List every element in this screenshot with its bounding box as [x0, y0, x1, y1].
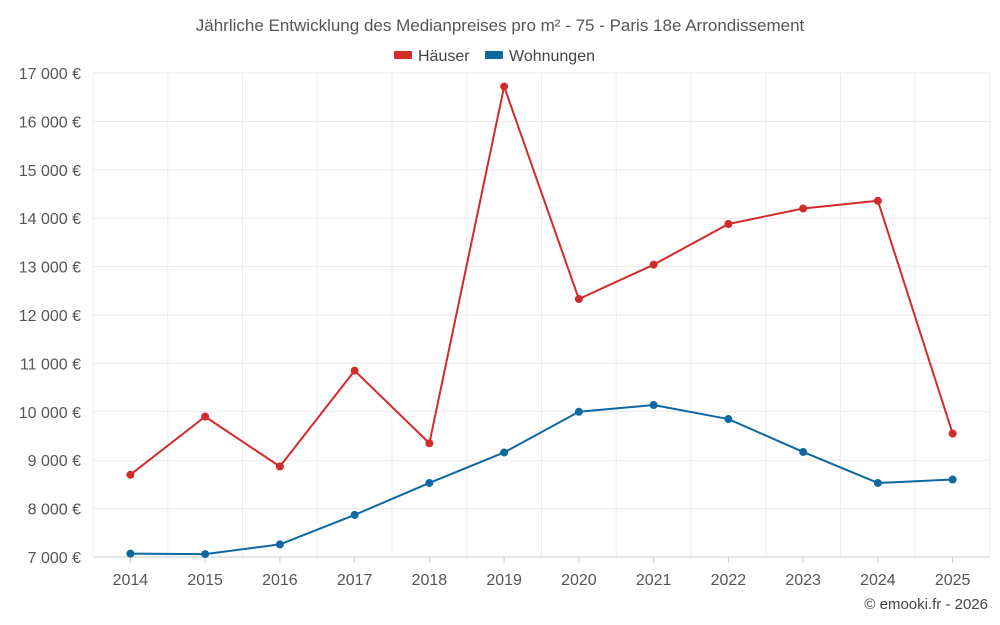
x-axis: 2014 2015 2016 2017 2018 2019 2020 2021 2022 2023… [93, 556, 990, 589]
data-point[interactable] [126, 549, 135, 558]
x-tick-label: 2016 [262, 572, 298, 589]
y-tick-label: 17 000 € [19, 66, 81, 83]
data-point[interactable] [799, 447, 808, 456]
data-point[interactable] [201, 412, 210, 421]
data-point[interactable] [724, 220, 733, 229]
data-point[interactable] [201, 550, 210, 559]
data-point[interactable] [350, 510, 359, 519]
x-tick-label: 2019 [486, 572, 522, 589]
y-tick-label: 12 000 € [19, 308, 81, 325]
data-point[interactable] [649, 260, 658, 269]
data-point[interactable] [873, 478, 882, 487]
legend-swatch-hauser [394, 51, 412, 59]
legend-label-wohnungen[interactable]: Wohnungen [509, 48, 595, 65]
data-point[interactable] [275, 540, 284, 549]
y-tick-label: 7 000 € [28, 550, 81, 567]
x-tick-label: 2024 [860, 572, 896, 589]
y-tick-label: 16 000 € [19, 114, 81, 131]
data-point[interactable] [649, 401, 658, 410]
series-layer [126, 82, 957, 559]
data-point[interactable] [425, 439, 434, 448]
data-point[interactable] [500, 82, 509, 91]
data-point[interactable] [873, 196, 882, 205]
x-tick-label: 2020 [561, 572, 597, 589]
series-line [129, 85, 954, 476]
y-tick-label: 14 000 € [19, 211, 81, 228]
y-tick-label: 13 000 € [19, 260, 81, 277]
x-tick-label: 2023 [785, 572, 821, 589]
data-point[interactable] [425, 478, 434, 487]
data-point[interactable] [500, 448, 509, 457]
data-point[interactable] [799, 204, 808, 213]
series-line [130, 404, 953, 556]
x-tick-label: 2022 [711, 572, 747, 589]
legend: Häuser Wohnungen [394, 48, 595, 65]
data-point[interactable] [574, 407, 583, 416]
data-point[interactable] [948, 429, 957, 438]
legend-swatch-wohnungen [485, 51, 503, 59]
chart-title: Jährliche Entwicklung des Medianpreises … [196, 16, 805, 35]
y-tick-label: 9 000 € [28, 453, 81, 470]
y-tick-label: 10 000 € [19, 405, 81, 422]
x-tick-label: 2014 [113, 572, 149, 589]
y-tick-label: 8 000 € [28, 502, 81, 519]
x-tick-label: 2025 [935, 572, 971, 589]
x-tick-label: 2018 [412, 572, 448, 589]
grid [92, 72, 991, 558]
data-point[interactable] [574, 295, 583, 304]
data-point[interactable] [126, 470, 135, 479]
data-point[interactable] [350, 366, 359, 375]
data-point[interactable] [724, 415, 733, 424]
y-tick-label: 11 000 € [20, 356, 81, 373]
x-tick-label: 2017 [337, 572, 373, 589]
credit-text: © emooki.fr - 2026 [864, 596, 988, 613]
y-axis: 7 000 € 8 000 € 9 000 € 10 000 € 11 000 € 12 … [19, 66, 81, 567]
x-tick-label: 2015 [187, 572, 223, 589]
series-wohnungen [126, 401, 957, 559]
legend-label-hauser[interactable]: Häuser [418, 48, 470, 65]
data-point[interactable] [948, 475, 957, 484]
series-hauser [126, 82, 957, 479]
x-tick-label: 2021 [636, 572, 672, 589]
data-point[interactable] [275, 462, 284, 471]
y-tick-label: 15 000 € [19, 163, 81, 180]
